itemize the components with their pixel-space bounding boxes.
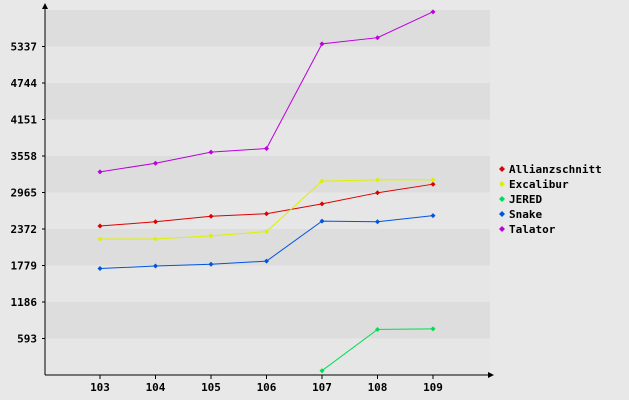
series-jered: [319, 326, 436, 374]
legend: Allianzschnitt Excalibur JERED Snake Talator: [499, 163, 602, 236]
y-tick-label: 5337: [11, 41, 38, 54]
data-point: [97, 236, 103, 242]
plot-band: [45, 83, 490, 120]
plot-band: [45, 10, 490, 47]
data-point: [264, 145, 269, 151]
x-tick-label: 103: [90, 381, 110, 394]
series-excalibur: [97, 177, 436, 242]
plot-band: [45, 338, 490, 375]
data-point: [97, 169, 103, 175]
plot-band: [45, 156, 490, 193]
series-snake: [97, 213, 436, 272]
data-point: [208, 149, 214, 155]
legend-marker: [499, 211, 505, 217]
x-axis-arrow: [488, 372, 494, 378]
plot-band: [45, 265, 490, 302]
legend-label: Snake: [509, 208, 542, 221]
legend-label: Allianzschnitt: [509, 163, 602, 176]
data-point: [430, 181, 436, 187]
data-point: [430, 326, 436, 332]
plot-band: [45, 229, 490, 266]
data-point: [153, 263, 158, 269]
series-talator: [97, 9, 436, 175]
data-point: [375, 190, 380, 196]
legend-label: JERED: [509, 193, 542, 206]
data-point: [375, 177, 380, 183]
data-point: [97, 266, 103, 272]
series-lines: [97, 9, 436, 374]
data-point: [97, 223, 103, 229]
legend-marker: [499, 181, 505, 187]
data-point: [153, 219, 158, 225]
y-tick-label: 3558: [11, 150, 38, 163]
y-axis-arrow: [42, 3, 48, 9]
data-point: [208, 261, 214, 267]
plot-band: [45, 302, 490, 339]
series-allianzschnitt: [97, 181, 436, 229]
x-tick-label: 104: [146, 381, 166, 394]
y-tick-label: 1186: [11, 296, 38, 309]
data-point: [319, 201, 325, 207]
legend-marker: [499, 196, 505, 202]
legend-label: Talator: [509, 223, 556, 236]
x-tick-label: 105: [201, 381, 221, 394]
y-tick-label: 4744: [11, 77, 38, 90]
legend-item: Allianzschnitt: [499, 163, 602, 176]
plot-band: [45, 119, 490, 156]
data-point: [319, 368, 325, 374]
data-point: [319, 218, 325, 224]
data-point: [264, 258, 269, 264]
plot-background: [45, 10, 490, 375]
data-point: [153, 236, 158, 242]
data-point: [208, 233, 214, 239]
legend-marker: [499, 226, 505, 232]
plot-band: [45, 192, 490, 229]
legend-item: Excalibur: [499, 178, 569, 191]
data-point: [264, 211, 269, 217]
y-tick-label: 2372: [11, 223, 38, 236]
legend-marker: [499, 166, 505, 172]
data-point: [153, 160, 158, 166]
axes: [42, 3, 494, 378]
x-tick-label: 108: [368, 381, 388, 394]
y-tick-label: 1779: [11, 260, 38, 273]
legend-item: Snake: [499, 208, 542, 221]
data-point: [375, 326, 380, 332]
data-point: [430, 213, 436, 219]
legend-item: Talator: [499, 223, 556, 236]
y-tick-label: 593: [17, 333, 37, 346]
legend-label: Excalibur: [509, 178, 569, 191]
data-point: [375, 219, 380, 225]
data-point: [264, 229, 269, 235]
data-point: [319, 41, 325, 47]
y-axis-ticks: 593 1186 1779 2372 2965 3558 4151 4744 5337: [11, 41, 45, 346]
legend-item: JERED: [499, 193, 542, 206]
x-tick-label: 106: [257, 381, 277, 394]
data-point: [208, 213, 214, 219]
y-tick-label: 2965: [11, 187, 38, 200]
data-point: [430, 177, 436, 183]
x-tick-label: 107: [312, 381, 332, 394]
x-axis-ticks: 103 104 105 106 107 108 109: [90, 375, 443, 394]
data-point: [319, 178, 325, 184]
x-tick-label: 109: [423, 381, 443, 394]
plot-band: [45, 46, 490, 83]
y-tick-label: 4151: [11, 114, 38, 127]
data-point: [430, 9, 436, 15]
data-point: [375, 35, 380, 41]
